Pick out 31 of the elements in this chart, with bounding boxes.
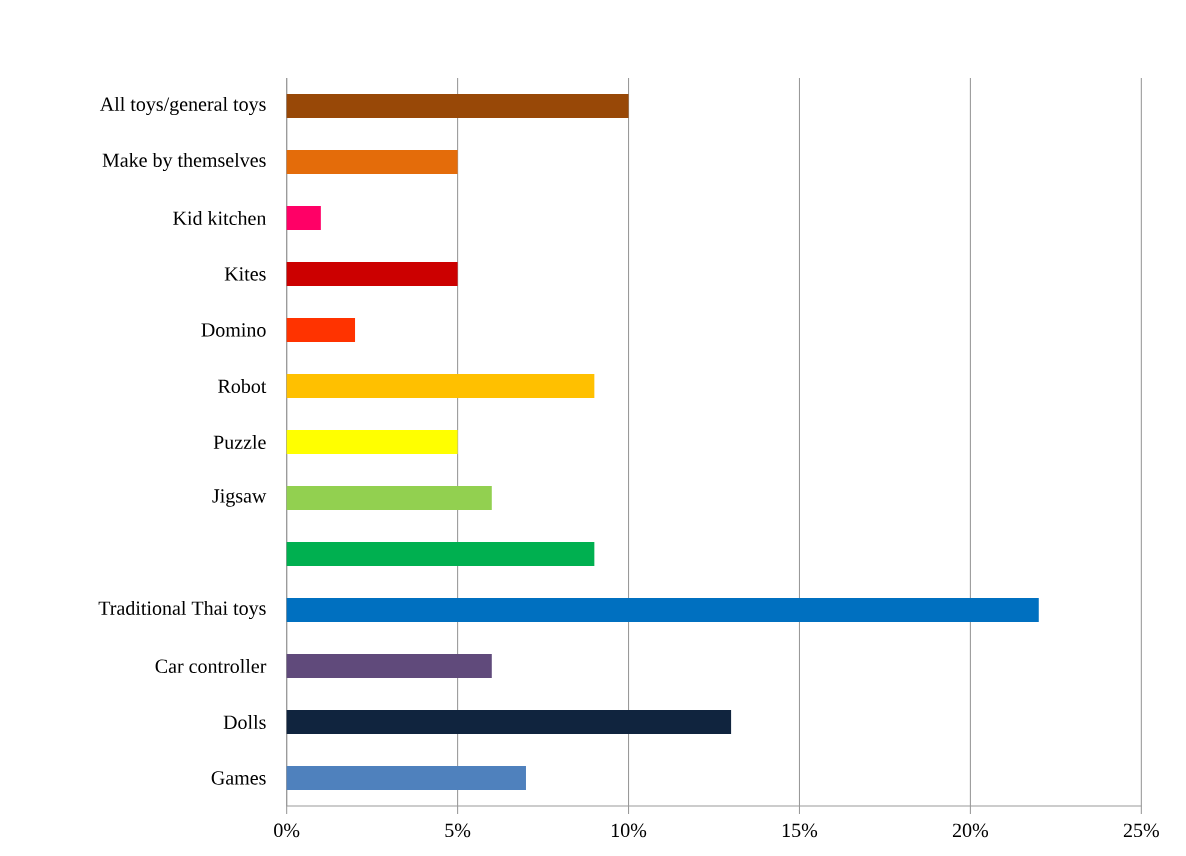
y-tick-label: Traditional Thai toys [98, 600, 266, 620]
bar [286, 710, 732, 734]
bar [286, 150, 458, 174]
y-tick-label: Robot [218, 378, 267, 394]
x-tick-label: 15% [782, 823, 818, 838]
bar [286, 654, 492, 678]
bar [286, 542, 595, 566]
bar [286, 318, 356, 342]
y-tick-label: Games [211, 771, 266, 785]
x-tick-label: 0% [274, 823, 300, 838]
x-tick-label: 20% [952, 823, 989, 838]
y-tick-label: Car controller [155, 658, 267, 674]
y-tick-label: Dolls [223, 714, 266, 730]
bar [286, 206, 321, 230]
y-tick-label: Jigsaw [212, 489, 267, 507]
bar [286, 374, 595, 398]
y-tick-label: Make by themselves [102, 152, 266, 172]
x-tick-label: 25% [1123, 823, 1159, 838]
y-tick-label: Puzzle [213, 434, 266, 450]
y-tick-label: Kid kitchen [173, 210, 267, 226]
bar [286, 430, 458, 454]
bar [286, 486, 492, 510]
x-tick-label: 5% [445, 823, 471, 838]
bar [286, 598, 1039, 622]
y-tick-label: Kites [224, 267, 266, 281]
bar [286, 262, 458, 286]
x-tick-label: 10% [611, 823, 647, 838]
y-tick-label: Domino [201, 323, 266, 337]
bar [286, 94, 629, 118]
y-tick-label: All toys/general toys [99, 96, 266, 116]
bar [286, 766, 526, 790]
